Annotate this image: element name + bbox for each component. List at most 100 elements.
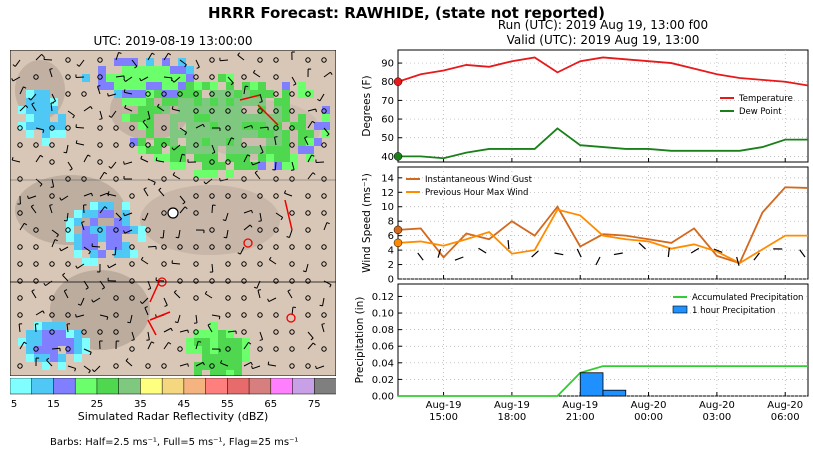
station-marker — [167, 207, 179, 219]
calm-wind-marker — [273, 125, 279, 131]
calm-wind-marker — [289, 91, 295, 97]
wind-barb — [146, 331, 150, 341]
wind-barb — [51, 229, 59, 238]
wind-barb — [107, 277, 117, 282]
radar-cell — [202, 122, 210, 130]
wind-barb — [243, 209, 253, 214]
radar-cell — [130, 98, 138, 106]
wind-barb — [155, 157, 165, 163]
wind-barb — [315, 159, 325, 164]
wind-barb — [11, 76, 21, 82]
y-axis-label: Degrees (F) — [361, 75, 373, 136]
calm-wind-marker — [225, 125, 231, 131]
radar-cell — [210, 138, 218, 146]
wind-barb — [267, 361, 277, 367]
radar-cell — [122, 210, 130, 218]
wind-barb — [81, 221, 85, 231]
wind-barb — [77, 297, 85, 306]
wind-barb — [211, 127, 221, 132]
radar-cell — [186, 122, 194, 130]
wind-barb — [173, 289, 181, 299]
radar-cell — [82, 234, 90, 242]
radar-cell — [218, 106, 226, 114]
radar-map — [10, 50, 336, 376]
radar-cell — [274, 154, 282, 162]
wind-barb — [35, 53, 45, 61]
radar-cell — [226, 98, 234, 106]
radar-cell — [186, 82, 194, 90]
radar-cell — [242, 114, 250, 122]
wind-barb — [319, 297, 325, 307]
radar-cell — [194, 370, 202, 376]
calm-wind-marker — [193, 295, 199, 301]
radar-cell — [250, 146, 258, 154]
radar-cell — [258, 162, 266, 170]
calm-wind-marker — [17, 312, 23, 318]
y-tick-label: 4 — [388, 246, 394, 257]
x-tick-label: Aug-19 — [562, 400, 598, 411]
wind-barb — [99, 192, 109, 197]
calm-wind-marker — [257, 57, 263, 63]
radar-cell — [122, 82, 130, 90]
wind-barb — [507, 239, 510, 250]
radar-cell — [298, 114, 306, 122]
wind-barb — [223, 229, 229, 239]
strong-wind-barb — [149, 311, 171, 321]
wind-barb — [147, 52, 155, 61]
chart-panel-3: 0.00 0.02 0.04 0.06 0.08 0.10 0.12 Precipitatio… — [354, 283, 809, 403]
radar-cell — [298, 82, 306, 90]
radar-cell — [178, 66, 186, 74]
wind-barb — [62, 272, 69, 282]
radar-cell — [82, 258, 90, 266]
radar-cell — [114, 242, 122, 250]
calm-wind-marker — [17, 363, 23, 369]
radar-cell — [82, 242, 90, 250]
calm-wind-marker — [225, 261, 231, 267]
wind-barb — [19, 105, 29, 112]
radar-cell — [122, 218, 130, 226]
radar-cell — [74, 234, 82, 242]
radar-cell — [202, 170, 210, 178]
radar-cell — [146, 58, 154, 66]
radar-cell — [74, 354, 82, 362]
radar-cell — [210, 370, 218, 376]
wind-barb — [163, 327, 173, 333]
wind-barb — [219, 57, 229, 62]
radar-cell — [138, 98, 146, 106]
wind-barb — [123, 229, 133, 234]
radar-cell — [298, 130, 306, 138]
radar-cell — [186, 138, 194, 146]
radar-cell — [130, 66, 138, 74]
calm-wind-marker — [193, 91, 199, 97]
radar-cell — [242, 90, 250, 98]
wind-barb — [268, 256, 277, 265]
radar-cell — [258, 130, 266, 138]
radar-cell — [218, 370, 226, 376]
y-axis-label: Wind Speed (ms⁻¹) — [361, 173, 373, 273]
wind-barb — [30, 204, 37, 214]
calm-wind-marker — [321, 108, 327, 114]
wind-barb — [123, 89, 133, 95]
radar-cell — [218, 362, 226, 370]
calm-wind-marker — [257, 108, 263, 114]
wind-barb — [75, 124, 85, 129]
radar-cell — [186, 114, 194, 122]
radar-cell — [226, 138, 234, 146]
radar-cell — [202, 330, 210, 338]
calm-wind-marker — [225, 108, 231, 114]
wind-barb — [107, 93, 117, 97]
radar-cell — [74, 346, 82, 354]
chart-panel-1: 40 50 60 70 80 90 Degrees (F) Temperature Dew Po… — [361, 49, 809, 163]
wind-barb — [43, 56, 53, 61]
radar-cell — [170, 98, 178, 106]
radar-cell — [170, 82, 178, 90]
radar-cell — [226, 146, 234, 154]
wind-barb — [18, 323, 23, 333]
radar-cell — [218, 114, 226, 122]
radar-cell — [34, 90, 42, 98]
radar-cell — [170, 138, 178, 146]
calm-wind-marker — [193, 329, 199, 335]
radar-cell — [210, 130, 218, 138]
wind-barb — [211, 348, 221, 353]
